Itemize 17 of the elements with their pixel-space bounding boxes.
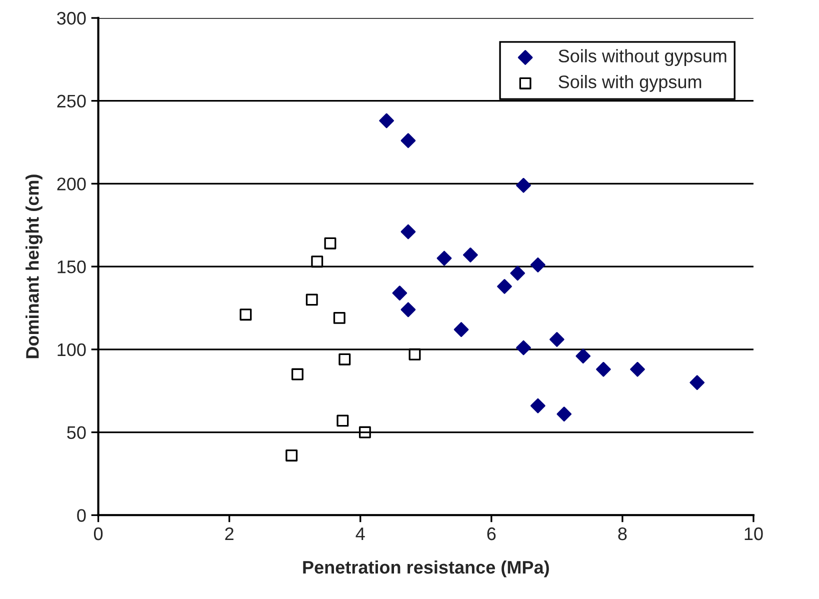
- y-tick-label: 50: [67, 426, 86, 439]
- x-tick-label: 10: [744, 527, 763, 540]
- y-tick-label: 150: [58, 260, 86, 274]
- x-tick-label: 8: [618, 527, 627, 540]
- legend-label: Soils with gypsum: [558, 74, 702, 92]
- y-tick-label: 100: [58, 343, 86, 356]
- y-axis-title: Dominant height (cm): [26, 174, 42, 358]
- x-axis-title: Penetration resistance (MPa): [303, 560, 549, 578]
- x-tick-label: 2: [225, 527, 234, 540]
- x-tick-label: 0: [94, 527, 103, 540]
- y-tick-label: 250: [57, 94, 86, 108]
- y-tick-label: 0: [77, 509, 86, 522]
- x-tick-label: 6: [487, 527, 496, 540]
- legend-label: Soils without gypsum: [558, 49, 726, 66]
- x-tick-label: 4: [356, 528, 365, 540]
- y-tick-label: 200: [57, 178, 86, 190]
- y-tick-label: 300: [57, 12, 86, 25]
